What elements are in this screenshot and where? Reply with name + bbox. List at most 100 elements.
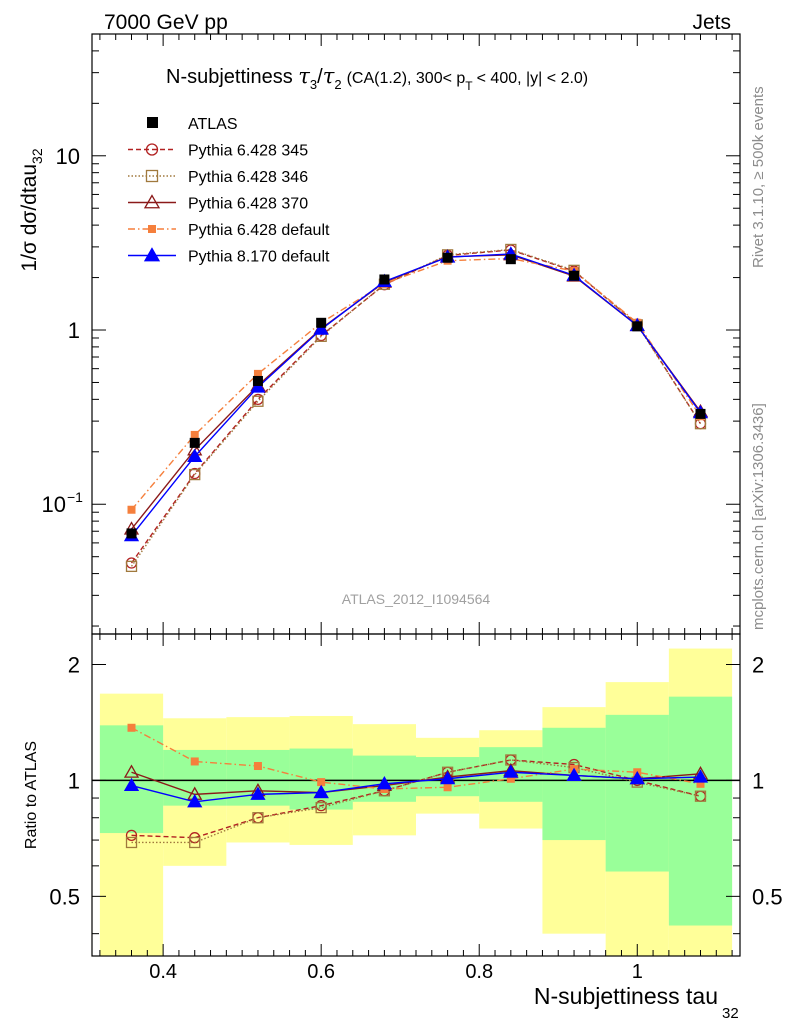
atlas-data-point-1	[189, 437, 200, 448]
series-line-0	[130, 249, 702, 564]
legend-label-0: ATLAS	[188, 116, 238, 133]
ratio-4-point-6	[503, 764, 519, 778]
legend-label-1: Pythia 6.428 345	[188, 143, 308, 160]
y-axis-label-sub: 32	[29, 148, 45, 164]
chart-title: N-subjettiness τ3/τ2 (CA(1.2), 300< pT < 4…	[166, 64, 588, 93]
ratio-3-point-1	[190, 757, 199, 766]
y-tick-label-2: 10	[42, 492, 66, 517]
inner-band-8	[605, 714, 669, 872]
analysis-label: ATLAS_2012_I1094564	[342, 591, 491, 607]
series-1-point-2	[252, 395, 264, 407]
ratio-4-point-7	[566, 767, 582, 782]
title-tau2: τ	[323, 64, 335, 88]
series-line-2	[130, 254, 702, 530]
ratio-3-point-2	[253, 762, 262, 771]
series-4-point-2	[250, 379, 266, 393]
ratio-3-point-5	[443, 783, 452, 792]
ratio-y-tick-label-left-1: 1	[68, 768, 80, 793]
ratio-4-point-5	[439, 770, 456, 785]
ratio-4-point-8	[629, 770, 645, 785]
y-tick-label-sup-2: −1	[67, 489, 83, 505]
ratio-line-4	[131, 771, 701, 803]
ratio-y-tick-label-right-2: 0.5	[752, 884, 783, 909]
ratio-1-point-3	[315, 801, 327, 814]
y-axis-label-text: 1/σ dσ/dtau	[18, 164, 41, 272]
legend-marker-3	[143, 194, 161, 209]
ratio-y-tick-label-left-0: 2	[68, 652, 80, 677]
title-main: N-subjettiness	[166, 66, 293, 88]
atlas-data-point-5	[442, 252, 453, 263]
series-3-point-0	[127, 505, 136, 514]
atlas-data-point-0	[126, 528, 137, 539]
title-tau3: τ	[298, 64, 310, 88]
atlas-data-point-9	[695, 408, 706, 419]
legend-marker-atlas	[147, 117, 158, 128]
series-line-4	[130, 253, 702, 537]
ratio-4-point-9	[692, 769, 709, 783]
atlas-data-point-7	[569, 270, 580, 281]
ratio-y-tick-label-right-0: 2	[752, 652, 764, 677]
ratio-3-point-0	[127, 723, 136, 732]
legend-label-3: Pythia 6.428 370	[188, 196, 308, 213]
rivet-label: Rivet 3.1.10, ≥ 500k events	[750, 86, 767, 268]
series-1-point-0	[125, 560, 138, 573]
atlas-data-point-2	[252, 375, 263, 386]
x-tick-label-2: 0.8	[465, 961, 493, 983]
y-tick-label-0: 10	[56, 144, 80, 169]
legend-label-5: Pythia 8.170 default	[188, 249, 330, 266]
ratio-line-1	[131, 759, 701, 844]
series-4-point-3	[313, 321, 329, 335]
series-4-point-1	[187, 448, 203, 463]
ratio-series-group	[123, 723, 709, 849]
x-axis-label: N-subjettiness tau	[534, 983, 718, 1009]
x-axis-label-sub: 32	[722, 1005, 739, 1022]
x-tick-label-0: 0.4	[149, 961, 177, 983]
legend-label-2: Pythia 6.428 346	[188, 169, 308, 186]
ratio-y-axis-label: Ratio to ATLAS	[23, 741, 40, 849]
title-sub3: 3	[310, 77, 317, 92]
mcplots-label: mcplots.cern.ch [arXiv:1306.3436]	[750, 403, 767, 630]
inner-band-7	[542, 727, 606, 841]
x-tick-label-3: 1	[632, 961, 643, 983]
ratio-uncertainty-bands	[92, 648, 740, 956]
ratio-3-point-9	[696, 779, 705, 788]
series-1-point-1	[189, 468, 201, 481]
ratio-4-point-1	[187, 793, 203, 808]
legend-marker-4	[148, 225, 156, 233]
atlas-data-point-8	[632, 321, 643, 332]
x-tick-label-1: 0.6	[307, 961, 335, 983]
legend-marker-5	[143, 247, 161, 262]
ratio-4-point-4	[376, 775, 393, 790]
atlas-data-point-3	[316, 317, 327, 328]
ratio-line-3	[131, 727, 701, 790]
ratio-3-point-3	[317, 778, 326, 787]
ratio-4-point-2	[250, 786, 266, 800]
ratio-y-tick-label-left-2: 0.5	[49, 884, 80, 909]
ratio-4-point-3	[313, 784, 329, 799]
inner-band-9	[668, 696, 733, 926]
ratio-1-point-1	[189, 836, 201, 849]
legend-label-4: Pythia 6.428 default	[188, 222, 330, 239]
ratio-0-point-0	[125, 829, 138, 842]
series-line-3	[130, 257, 702, 511]
ratio-1-point-0	[125, 836, 138, 849]
title-sub-t: T	[465, 79, 473, 93]
atlas-data-point-6	[505, 254, 516, 265]
y-axis-label: 1/σ dσ/dtau32	[18, 148, 45, 271]
main-series-group	[123, 243, 709, 573]
title-cuts-a: (CA(1.2), 300< p	[347, 70, 466, 87]
series-line-1	[130, 248, 702, 567]
y-tick-label-1: 1	[68, 318, 80, 343]
ratio-1-point-2	[252, 812, 264, 824]
header-right-label: Jets	[692, 11, 731, 34]
legend: ATLAS Pythia 6.428 345 Pythia 6.428 346 Pyt…	[128, 116, 330, 266]
legend-marker-1	[145, 143, 159, 156]
title-cuts-b: < 400, |y| < 2.0)	[477, 70, 589, 87]
series-3-point-1	[190, 430, 199, 439]
ratio-3-point-6	[506, 774, 515, 783]
svg-text:1/σ dσ/dtau32: 1/σ dσ/dtau32	[18, 148, 45, 271]
legend-marker-2	[145, 169, 159, 183]
ratio-y-tick-label-right-1: 1	[752, 768, 764, 793]
